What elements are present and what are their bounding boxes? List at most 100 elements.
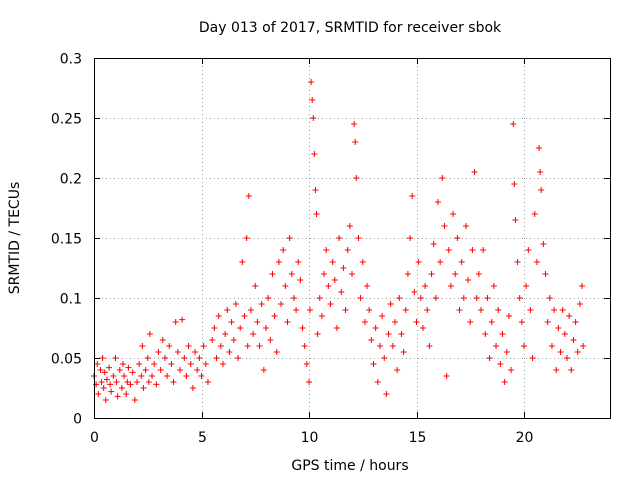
data-point: [159, 337, 166, 343]
data-point: [460, 295, 467, 301]
data-point: [570, 337, 577, 343]
data-point: [510, 121, 517, 127]
data-point: [404, 271, 411, 277]
data-point: [250, 331, 257, 337]
data-point: [357, 295, 364, 301]
data-point: [490, 283, 497, 289]
data-point: [267, 337, 274, 343]
data-point: [101, 369, 108, 376]
data-point: [179, 316, 186, 323]
data-point: [370, 361, 377, 367]
y-tick-label: 0.2: [60, 172, 82, 188]
axis-ticks: [94, 58, 610, 419]
y-tick-label: 0.05: [51, 352, 82, 368]
data-point: [157, 367, 164, 373]
y-tick-label: 0.3: [60, 52, 82, 68]
data-point: [396, 295, 403, 301]
data-point: [452, 271, 459, 277]
data-point: [222, 331, 229, 337]
data-point: [538, 187, 545, 193]
data-point: [235, 355, 242, 361]
data-point: [400, 349, 407, 355]
data-point: [99, 355, 106, 361]
data-point: [392, 319, 398, 325]
data-point: [140, 385, 147, 391]
data-point: [106, 364, 113, 371]
data-point: [144, 355, 151, 361]
data-point: [540, 241, 547, 247]
data-point: [265, 295, 272, 301]
data-point: [284, 319, 291, 325]
data-point: [499, 331, 506, 337]
data-point: [307, 307, 314, 313]
data-point: [211, 325, 218, 331]
data-point: [177, 367, 183, 373]
data-point: [443, 373, 450, 379]
data-point: [170, 379, 177, 385]
data-point: [389, 343, 396, 349]
data-point: [260, 367, 267, 373]
data-point: [482, 331, 489, 337]
data-point: [568, 367, 575, 373]
data-point: [297, 277, 304, 283]
data-point: [376, 343, 383, 349]
data-point: [254, 319, 261, 325]
data-point: [512, 217, 519, 223]
data-point: [407, 235, 414, 241]
data-point: [256, 343, 263, 349]
data-point: [488, 319, 495, 325]
x-tick-label: 20: [516, 430, 534, 446]
data-point: [542, 271, 549, 277]
data-point: [116, 367, 123, 373]
tick-labels: 0 5 10 15 20 0 0.05 0.1 0.15 0.2 0.25 0.3: [51, 52, 534, 447]
data-point: [252, 283, 259, 289]
data-point: [194, 367, 201, 373]
data-point: [531, 211, 538, 217]
data-point: [432, 295, 439, 301]
data-point: [303, 361, 310, 367]
data-point: [220, 361, 226, 367]
data-point: [288, 271, 295, 277]
x-tick-label: 15: [409, 430, 427, 446]
data-point: [518, 319, 525, 325]
data-point: [424, 307, 431, 313]
data-point: [430, 241, 437, 247]
y-tick-label: 0.25: [51, 112, 82, 128]
data-point: [280, 247, 287, 253]
data-point: [181, 355, 188, 361]
data-point: [566, 313, 573, 319]
data-point: [217, 343, 224, 349]
data-point: [310, 115, 317, 121]
data-point: [557, 349, 564, 355]
data-point: [516, 295, 523, 301]
data-point: [95, 391, 102, 397]
data-point: [437, 259, 444, 265]
data-point: [102, 397, 109, 403]
data-point: [574, 349, 581, 355]
data-point: [131, 397, 138, 403]
data-point: [364, 283, 371, 289]
data-point: [329, 259, 336, 265]
data-point: [411, 289, 418, 295]
data-point: [349, 271, 355, 277]
data-point: [247, 307, 254, 313]
data-point: [501, 379, 508, 385]
data-point: [209, 337, 216, 343]
data-point: [331, 277, 338, 283]
data-point: [192, 349, 199, 355]
data-point: [379, 313, 386, 319]
data-point: [402, 307, 409, 313]
data-point: [473, 295, 480, 301]
y-axis-title: SRMTID / TECUs: [7, 182, 23, 295]
data-point: [572, 319, 579, 325]
data-point: [523, 283, 530, 289]
data-point: [146, 331, 153, 337]
data-point: [454, 235, 461, 241]
data-point: [237, 325, 244, 331]
data-point: [258, 301, 265, 307]
data-point: [564, 355, 570, 361]
data-point: [484, 295, 491, 301]
data-point: [164, 373, 171, 379]
data-point: [445, 247, 452, 253]
chart-title: Day 013 of 2017, SRMTID for receiver sbo…: [199, 20, 502, 36]
